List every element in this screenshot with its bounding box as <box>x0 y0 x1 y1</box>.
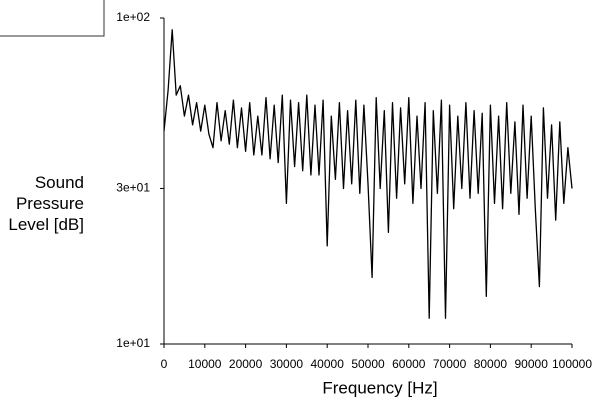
x-tick-label: 20000 <box>229 357 263 371</box>
legend-box <box>0 0 105 37</box>
x-tick-label: 80000 <box>474 357 508 371</box>
x-tick-label: 70000 <box>433 357 467 371</box>
x-tick-label: 60000 <box>392 357 426 371</box>
y-tick-label: 1e+02 <box>116 10 150 24</box>
x-tick-label: 0 <box>161 357 168 371</box>
spectrum-line <box>163 29 573 319</box>
y-axis-label: Sound Pressure Level [dB] <box>8 173 84 234</box>
x-tick-label: 10000 <box>188 357 222 371</box>
x-tick-label: 50000 <box>351 357 385 371</box>
y-tick-label: 1e+01 <box>116 336 150 350</box>
y-tick-label: 3e+01 <box>116 181 150 195</box>
x-axis-label: Frequency [Hz] <box>322 378 437 397</box>
x-tick-label: 40000 <box>311 357 345 371</box>
x-tick-label: 90000 <box>515 357 549 371</box>
x-tick-label: 100000 <box>552 357 592 371</box>
x-tick-label: 30000 <box>270 357 304 371</box>
